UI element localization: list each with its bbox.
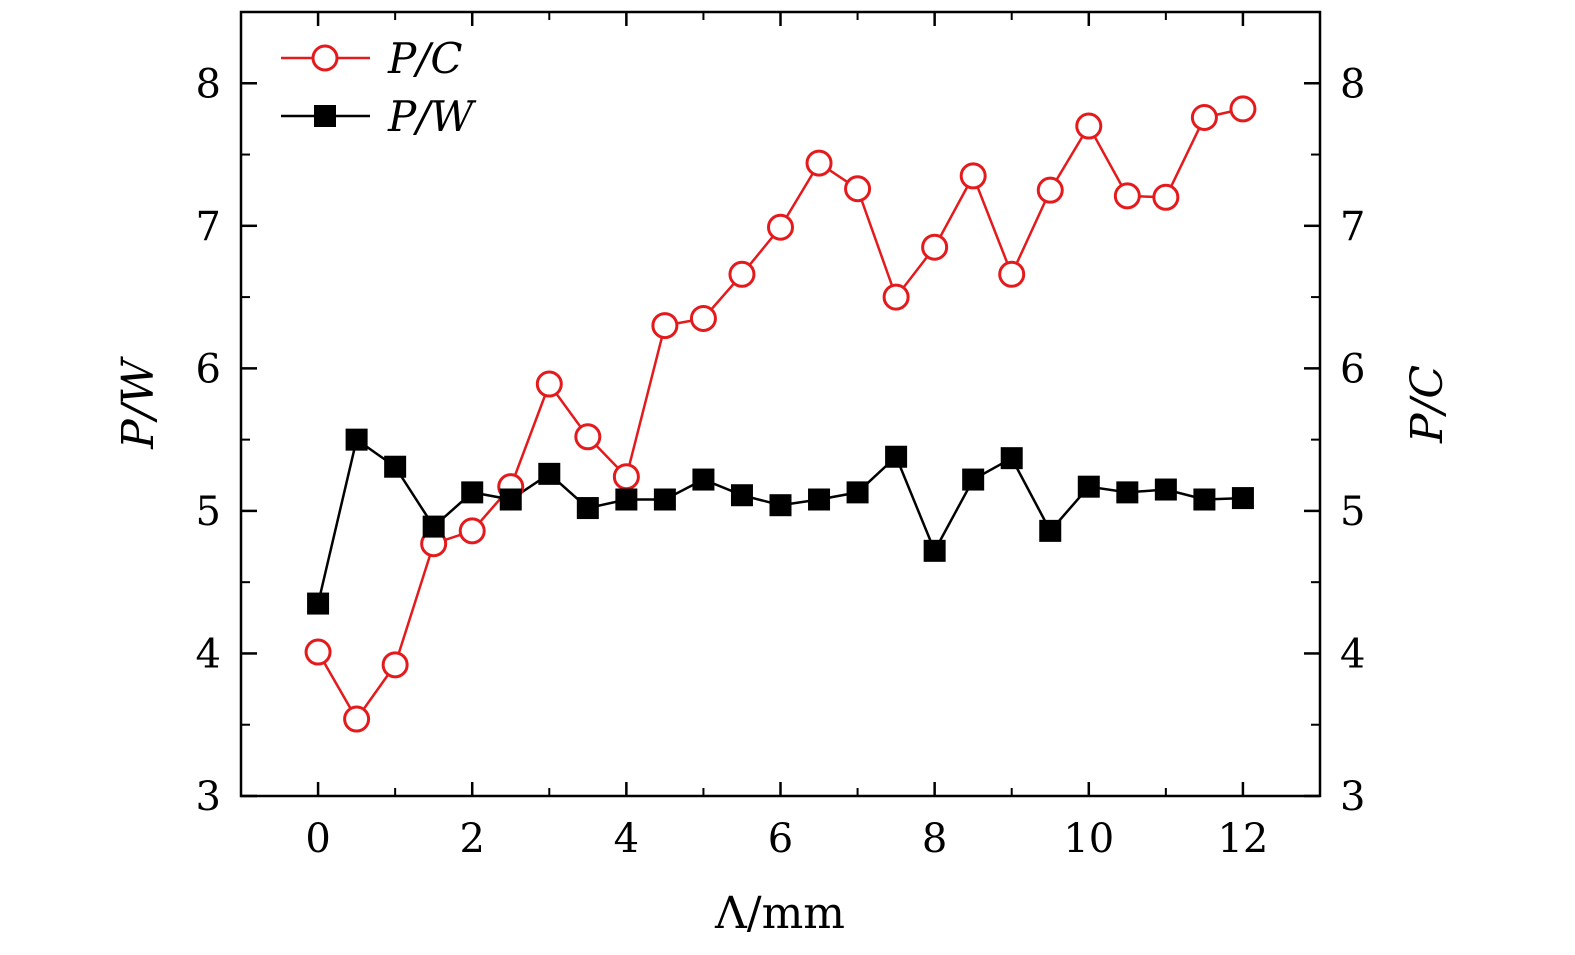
data-point: [846, 481, 869, 504]
data-point: [343, 705, 371, 733]
data-point: [1000, 447, 1023, 470]
y-tick-label-left: 8: [196, 61, 221, 107]
data-point: [651, 312, 679, 340]
data-point: [615, 488, 638, 511]
data-point: [1077, 475, 1100, 498]
y-axis-title-left: P/W: [113, 355, 164, 449]
data-point: [1190, 103, 1218, 131]
data-point: [808, 488, 831, 511]
data-point: [1113, 182, 1141, 210]
data-point: [612, 463, 640, 491]
axes-layer: 0 2 4 6 8 10 12 3 3 4 4 5 5 6 6 7 7 8 8: [196, 11, 1365, 862]
data-point: [1152, 183, 1180, 211]
data-point: [689, 304, 717, 332]
data-point: [1193, 488, 1216, 511]
y-tick-label-right: 5: [1340, 489, 1365, 535]
y-tick-label-right: 4: [1340, 631, 1365, 677]
y-tick-label-right: 8: [1340, 61, 1365, 107]
data-point: [576, 497, 599, 520]
x-tick-label: 6: [768, 816, 793, 862]
data-point: [692, 468, 715, 491]
data-point: [998, 260, 1026, 288]
legend-label-pw: P/W: [387, 92, 477, 141]
y-tick-label-right: 7: [1340, 204, 1365, 250]
data-point: [458, 517, 486, 545]
data-point: [538, 462, 561, 485]
data-point: [1116, 481, 1139, 504]
series-line-0: [317, 107, 1244, 722]
data-point: [345, 428, 368, 451]
data-point: [461, 481, 484, 504]
data-point: [885, 445, 908, 468]
y-tick-label-left: 6: [196, 346, 221, 392]
data-point: [307, 592, 330, 615]
data-point: [882, 283, 910, 311]
series-line-1: [316, 437, 1243, 604]
data-point: [728, 260, 756, 288]
data-point: [574, 423, 602, 451]
data-point: [535, 370, 563, 398]
series-layer: [304, 95, 1257, 733]
data-point: [769, 494, 792, 517]
data-point: [499, 488, 522, 511]
data-point: [805, 149, 833, 177]
y-axis-title-right: P/C: [1402, 365, 1453, 444]
data-point: [767, 213, 794, 241]
data-point: [730, 484, 753, 507]
legend-marker-pw: [314, 105, 336, 127]
data-point: [923, 539, 946, 562]
y-tick-label-right: 3: [1340, 774, 1365, 820]
x-tick-label: 2: [459, 816, 484, 862]
x-tick-label: 12: [1217, 816, 1268, 862]
x-tick-label: 8: [922, 816, 947, 862]
legend: P/C P/W: [281, 34, 477, 141]
y-tick-label-left: 5: [196, 489, 221, 535]
data-point: [1039, 519, 1062, 542]
data-point: [422, 515, 445, 538]
data-point: [384, 455, 407, 478]
data-point: [921, 233, 949, 261]
legend-marker-pc: [311, 44, 339, 72]
x-tick-label: 10: [1063, 816, 1114, 862]
x-axis-title: Λ/mm: [714, 888, 845, 939]
y-tick-label-right: 6: [1340, 346, 1365, 392]
data-point: [1154, 478, 1177, 501]
x-tick-label: 4: [614, 816, 639, 862]
data-point: [304, 638, 332, 666]
y-tick-label-left: 7: [196, 204, 221, 250]
y-tick-label-left: 3: [196, 774, 221, 820]
data-point: [962, 468, 985, 491]
data-point: [1229, 95, 1257, 123]
y-tick-label-left: 4: [196, 631, 221, 677]
data-point: [844, 175, 872, 203]
data-point: [1036, 176, 1064, 204]
data-point: [959, 162, 987, 190]
data-point: [1231, 487, 1254, 510]
legend-label-pc: P/C: [387, 34, 463, 83]
data-point: [653, 488, 676, 511]
x-tick-label: 0: [305, 816, 330, 862]
data-point: [1075, 112, 1103, 140]
data-point: [381, 651, 409, 679]
